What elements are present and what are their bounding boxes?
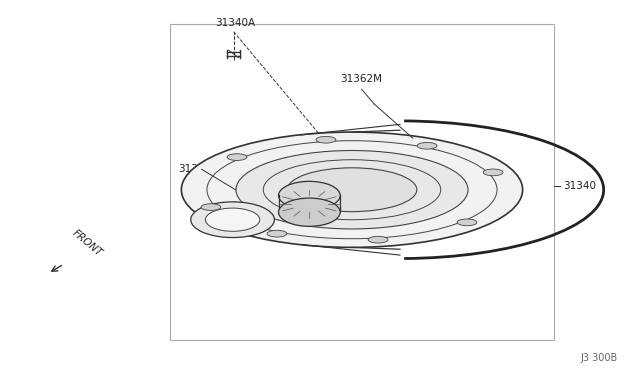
Text: 31340A: 31340A xyxy=(216,18,255,28)
Ellipse shape xyxy=(316,137,336,143)
Ellipse shape xyxy=(457,219,477,226)
Ellipse shape xyxy=(368,236,388,243)
Text: FRONT: FRONT xyxy=(70,228,104,259)
Ellipse shape xyxy=(181,132,523,247)
Ellipse shape xyxy=(236,151,468,229)
Ellipse shape xyxy=(278,182,340,210)
Ellipse shape xyxy=(227,154,247,160)
Ellipse shape xyxy=(267,230,287,237)
Text: 31362M: 31362M xyxy=(340,74,383,84)
Ellipse shape xyxy=(205,208,260,231)
Ellipse shape xyxy=(201,204,221,211)
Ellipse shape xyxy=(417,142,437,149)
Ellipse shape xyxy=(191,202,275,238)
Text: 31340: 31340 xyxy=(563,181,596,191)
Ellipse shape xyxy=(287,168,417,212)
Ellipse shape xyxy=(278,198,340,226)
Text: 31344: 31344 xyxy=(179,164,212,174)
Bar xyxy=(170,24,554,340)
Text: J3 300B: J3 300B xyxy=(580,353,618,363)
Ellipse shape xyxy=(483,169,503,176)
